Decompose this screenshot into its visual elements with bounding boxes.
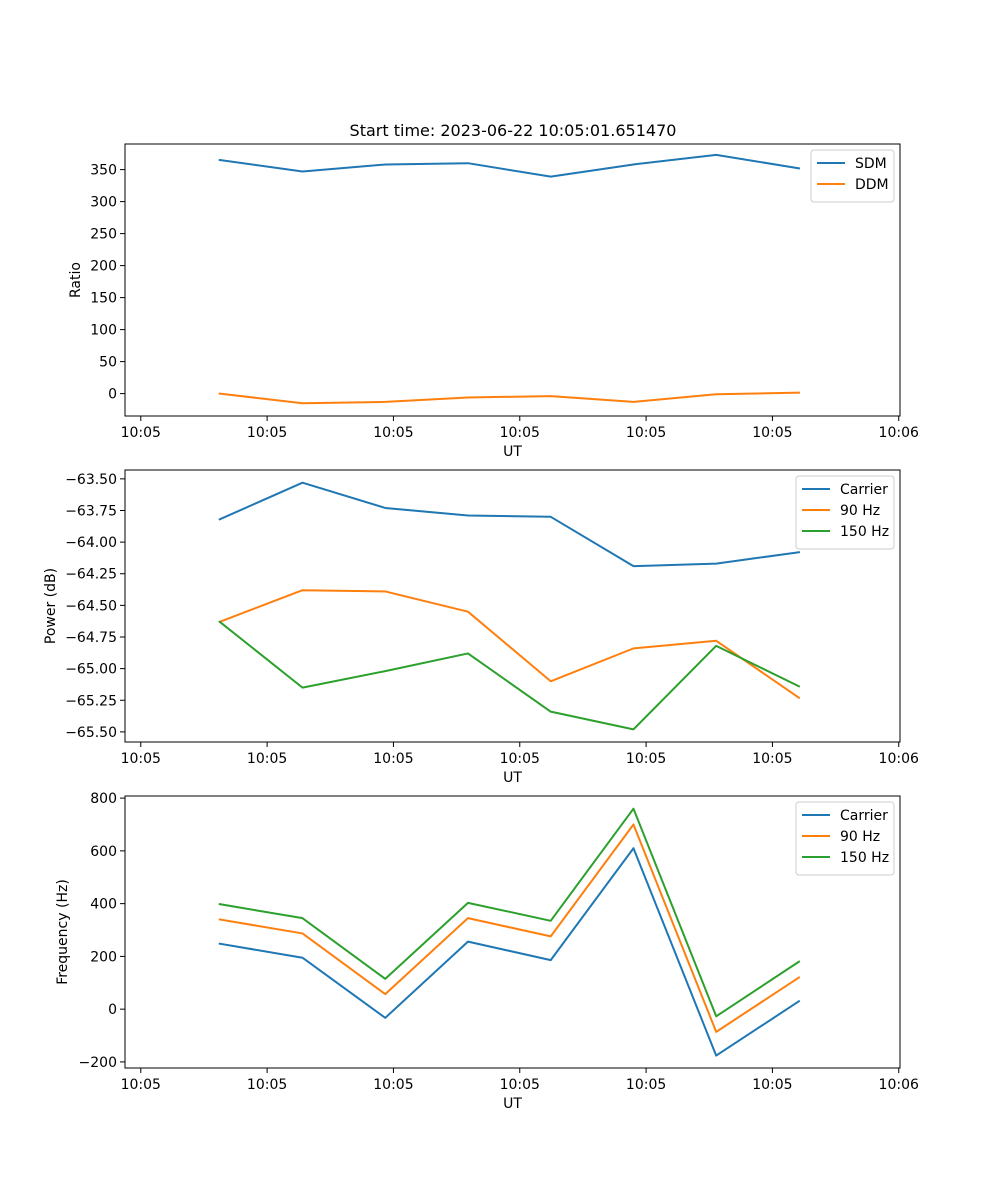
x-tick-label: 10:05 [121,751,161,767]
y-tick-label: 200 [90,949,117,965]
series-line-150-hz [218,620,801,731]
y-tick-label: −65.25 [65,693,117,709]
series-line-ddm [218,391,800,405]
panels: 10:05 10:05 10:05 10:05 10:05 10:05 10:06 0 50 10… [43,143,919,1112]
plot-frame [124,143,901,417]
y-tick-label: 0 [108,387,117,403]
x-tick-label: 10:05 [500,425,540,441]
x-axis-label: UT [503,770,522,786]
y-tick-label: −200 [79,1055,117,1071]
legend-label: Carrier [840,808,888,824]
legend-label: DDM [855,177,889,193]
y-tick-label: −65.50 [65,725,117,741]
x-tick-label: 10:05 [373,425,413,441]
y-tick-label: 250 [90,227,117,243]
chart-panel-1: 10:05 10:05 10:05 10:05 10:05 10:05 10:06 0 50 10… [68,143,919,460]
series-line-sdm [218,153,801,178]
y-tick-label: −63.75 [65,503,117,519]
y-tick-label: 300 [90,195,117,211]
x-tick-label: 10:05 [752,1077,792,1093]
x-tick-label: 10:05 [500,1077,540,1093]
y-tick-label: −64.25 [65,567,117,583]
y-axis-label: Power (dB) [43,568,59,644]
series-line-carrier [218,481,801,568]
y-tick-label: −64.75 [65,630,117,646]
y-tick-label: −63.50 [65,472,117,488]
x-tick-label: 10:05 [373,751,413,767]
y-tick-label: 800 [90,791,117,807]
plot-frame [124,795,901,1069]
y-tick-label: 100 [90,323,117,339]
x-tick-label: 10:06 [879,751,919,767]
x-tick-label: 10:05 [626,1077,666,1093]
y-tick-label: −65.00 [65,662,117,678]
y-tick-label: 400 [90,897,117,913]
x-axis-label: UT [503,1096,522,1112]
legend-label: 90 Hz [840,829,880,845]
y-tick-label: −64.00 [65,535,117,551]
y-axis-label: Ratio [68,262,84,298]
y-tick-label: 150 [90,291,117,307]
legend-label: SDM [855,156,887,172]
x-tick-label: 10:05 [373,1077,413,1093]
plot-frame [124,469,901,743]
x-tick-label: 10:05 [626,751,666,767]
y-tick-label: 0 [108,1002,117,1018]
series-line-150-hz [218,807,801,1018]
x-tick-label: 10:05 [500,751,540,767]
figure-title: Start time: 2023-06-22 10:05:01.651470 [350,121,677,140]
chart-panel-3: 10:05 10:05 10:05 10:05 10:05 10:05 10:06 −200 0… [55,791,919,1112]
x-tick-label: 10:05 [626,425,666,441]
x-tick-label: 10:05 [247,425,287,441]
series-line-carrier [218,847,801,1057]
x-tick-label: 10:05 [121,1077,161,1093]
x-tick-label: 10:05 [247,751,287,767]
y-tick-label: −64.50 [65,598,117,614]
legend: Carrier 90 Hz 150 Hz [795,475,895,550]
series-line-90-hz [218,823,801,1033]
y-tick-label: 200 [90,259,117,275]
series-line-90-hz [218,589,801,700]
y-tick-label: 600 [90,844,117,860]
x-axis-label: UT [503,444,522,460]
x-tick-label: 10:05 [752,751,792,767]
x-tick-label: 10:05 [247,1077,287,1093]
x-tick-label: 10:05 [121,425,161,441]
legend: Carrier 90 Hz 150 Hz [795,801,895,876]
x-tick-label: 10:05 [752,425,792,441]
legend-label: Carrier [840,482,888,498]
legend-label: 90 Hz [840,503,880,519]
legend: SDM DDM [810,149,895,203]
x-tick-label: 10:06 [879,425,919,441]
y-tick-label: 50 [99,355,117,371]
legend-label: 150 Hz [840,524,889,540]
y-tick-label: 350 [90,163,117,179]
y-axis-label: Frequency (Hz) [55,879,71,985]
x-tick-label: 10:06 [879,1077,919,1093]
legend-label: 150 Hz [840,850,889,866]
chart-panel-2: 10:05 10:05 10:05 10:05 10:05 10:05 10:06 −63.5… [43,469,919,786]
